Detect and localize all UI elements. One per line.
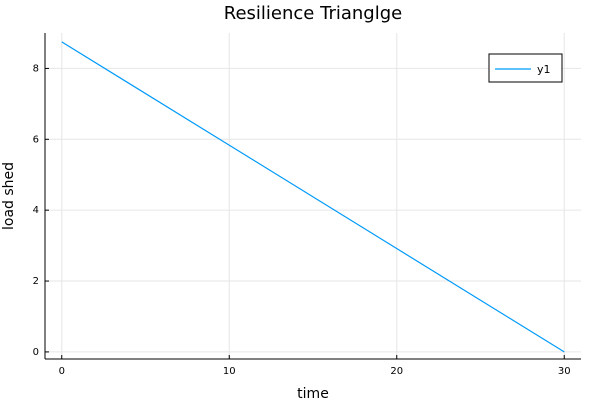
x-tick-label: 10 — [223, 366, 236, 377]
series-layer — [61, 41, 565, 353]
y-tick-label: 0 — [33, 347, 39, 358]
y-tick-label: 8 — [33, 63, 39, 74]
chart-title: Resilience Trianglge — [224, 3, 402, 24]
y-axis-label: load shed — [1, 162, 17, 230]
legend-series-1-label: y1 — [537, 63, 551, 76]
x-tick-label: 20 — [390, 366, 403, 377]
y-ticks: 0 2 4 6 8 — [33, 63, 49, 358]
y-tick-label: 4 — [33, 205, 39, 216]
x-tick-label: 0 — [59, 366, 65, 377]
x-ticks: 0 10 20 30 — [59, 355, 571, 377]
legend: y1 — [488, 53, 563, 83]
x-axis-label: time — [297, 386, 329, 400]
y-tick-label: 2 — [33, 276, 39, 287]
series-1-line — [61, 41, 565, 353]
legend-box — [488, 53, 563, 83]
y-tick-label: 6 — [33, 134, 39, 145]
x-tick-label: 30 — [558, 366, 571, 377]
